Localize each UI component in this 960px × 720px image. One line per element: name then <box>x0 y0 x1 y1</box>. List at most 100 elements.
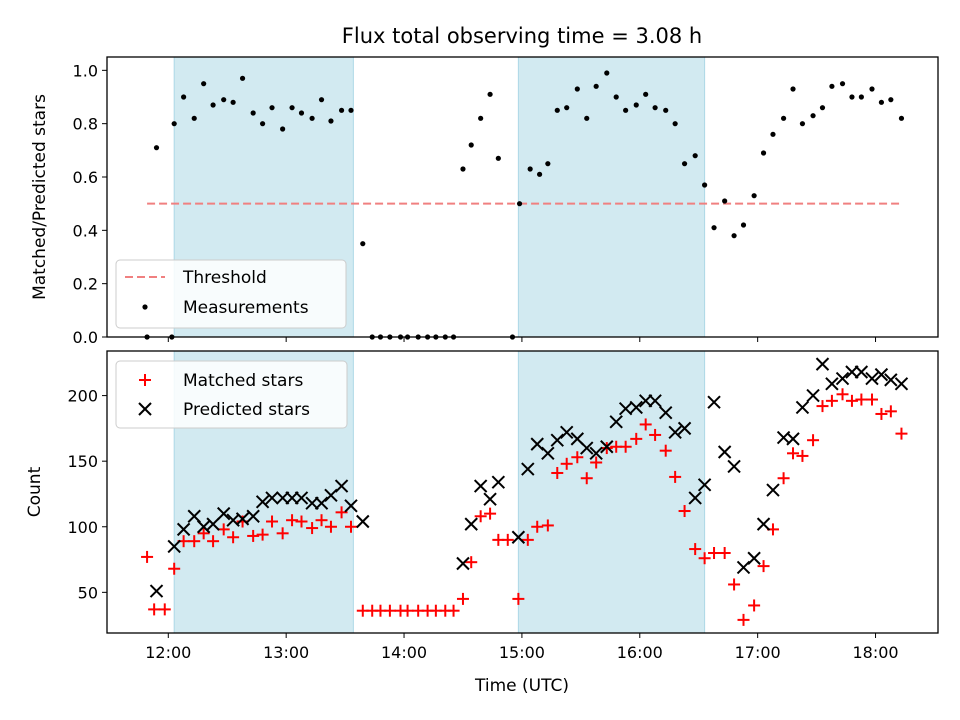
bottom-panel: 50 100 150 200 12:00 13:00 14:00 15:00 16:00 17:… <box>25 350 939 696</box>
predicted-star-point <box>629 400 643 415</box>
measurement-point <box>770 131 776 137</box>
measurement-point <box>751 193 757 199</box>
legend-predicted-label: Predicted stars <box>183 400 310 420</box>
measurement-point <box>478 115 484 121</box>
predicted-star-point <box>668 425 682 440</box>
predicted-star-point <box>766 483 780 497</box>
x-tick-label: 16:00 <box>617 643 663 662</box>
predicted-star-point <box>589 446 603 461</box>
measurement-point <box>468 142 474 148</box>
legend-box <box>115 259 347 329</box>
measurement-point <box>210 102 216 108</box>
y-tick-label: 100 <box>67 518 98 537</box>
measurement-point <box>280 126 286 132</box>
measurement-point <box>360 241 366 247</box>
measurement-point <box>740 222 747 228</box>
predicted-star-point <box>638 394 653 408</box>
measurement-point <box>858 94 864 100</box>
predicted-star-point <box>167 539 181 554</box>
matched-star-point <box>521 533 534 546</box>
measurement-point <box>527 166 533 172</box>
measurement-point <box>221 97 227 103</box>
matched-star-point <box>276 527 289 540</box>
x-tick-label: 13:00 <box>263 643 309 662</box>
measurement-point <box>898 115 905 121</box>
matched-star-point <box>531 520 544 533</box>
y-tick-label: 150 <box>67 452 98 471</box>
predicted-star-point <box>559 425 574 440</box>
measurement-point <box>153 145 160 151</box>
predicted-star-point <box>255 495 270 509</box>
bottom-y-axis-label: Count <box>25 466 45 517</box>
matched-star-point <box>836 388 849 401</box>
figure-title: Flux total observing time = 3.08 h <box>342 24 702 48</box>
predicted-star-point <box>884 373 898 387</box>
predicted-star-point <box>235 512 250 526</box>
predicted-star-point <box>756 517 771 531</box>
measurement-point <box>298 110 305 116</box>
matched-star-point <box>286 514 299 527</box>
top-panel: 0.0 0.2 0.4 0.6 0.8 1.0 Matched/Predicted sta… <box>30 56 939 347</box>
shaded-region-2 <box>517 350 706 634</box>
predicted-star-point <box>600 440 614 454</box>
predicted-star-point <box>550 433 564 447</box>
measurement-point <box>545 161 551 167</box>
matched-star-point <box>728 578 741 591</box>
matched-star-point <box>168 562 181 575</box>
measurement-point <box>731 233 737 239</box>
measurement-point <box>318 97 325 103</box>
predicted-star-point <box>356 514 370 529</box>
matched-stars-points <box>141 388 908 626</box>
measurement-point <box>722 198 728 204</box>
matched-star-point <box>324 520 337 533</box>
measurement-point <box>888 97 894 103</box>
predicted-star-point <box>648 394 662 408</box>
measurement-point <box>191 115 197 121</box>
measurement-point <box>652 105 658 111</box>
matched-star-point <box>787 447 800 460</box>
matched-star-point <box>590 456 603 469</box>
predicted-star-point <box>483 492 497 506</box>
predicted-star-point <box>530 437 544 451</box>
measurement-point <box>574 86 580 92</box>
predicted-star-point <box>246 509 260 523</box>
matched-star-point <box>884 405 897 418</box>
predicted-star-point <box>609 415 623 429</box>
measurement-point <box>460 166 466 172</box>
matched-star-point <box>501 533 514 546</box>
measurement-point <box>564 105 570 111</box>
predicted-star-point <box>835 371 850 386</box>
matched-star-point <box>306 522 319 535</box>
matched-star-point <box>456 592 469 605</box>
measurement-point <box>878 99 885 105</box>
measurement-point <box>839 81 846 87</box>
matched-star-point <box>777 472 790 485</box>
matched-star-point <box>639 418 652 431</box>
predicted-star-point <box>344 499 358 513</box>
top-axes-frame <box>106 56 939 338</box>
measurement-point <box>672 121 678 127</box>
matched-star-point <box>855 393 868 406</box>
matched-star-point <box>649 428 662 441</box>
measurement-point <box>849 94 855 100</box>
predicted-star-point <box>815 357 830 371</box>
measurement-point <box>819 105 826 111</box>
matched-star-point <box>256 528 269 541</box>
matched-star-point <box>698 552 711 565</box>
matched-star-point <box>484 507 497 520</box>
matched-star-point <box>295 515 308 528</box>
measurement-point <box>230 99 236 105</box>
legend-matched-swatch <box>139 374 151 386</box>
predicted-star-point <box>456 556 470 571</box>
matched-star-point <box>560 457 573 470</box>
predicted-star-point <box>491 475 506 489</box>
matched-star-point <box>825 394 838 407</box>
predicted-star-point <box>275 491 290 505</box>
measurement-point <box>623 107 629 113</box>
y-tick-label: 1.0 <box>73 61 98 80</box>
y-tick-label: 200 <box>67 387 98 406</box>
matched-star-point <box>266 515 279 528</box>
predicted-star-point <box>334 479 349 493</box>
bottom-y-ticks: 50 100 150 200 <box>67 387 107 602</box>
measurement-point <box>269 105 275 111</box>
